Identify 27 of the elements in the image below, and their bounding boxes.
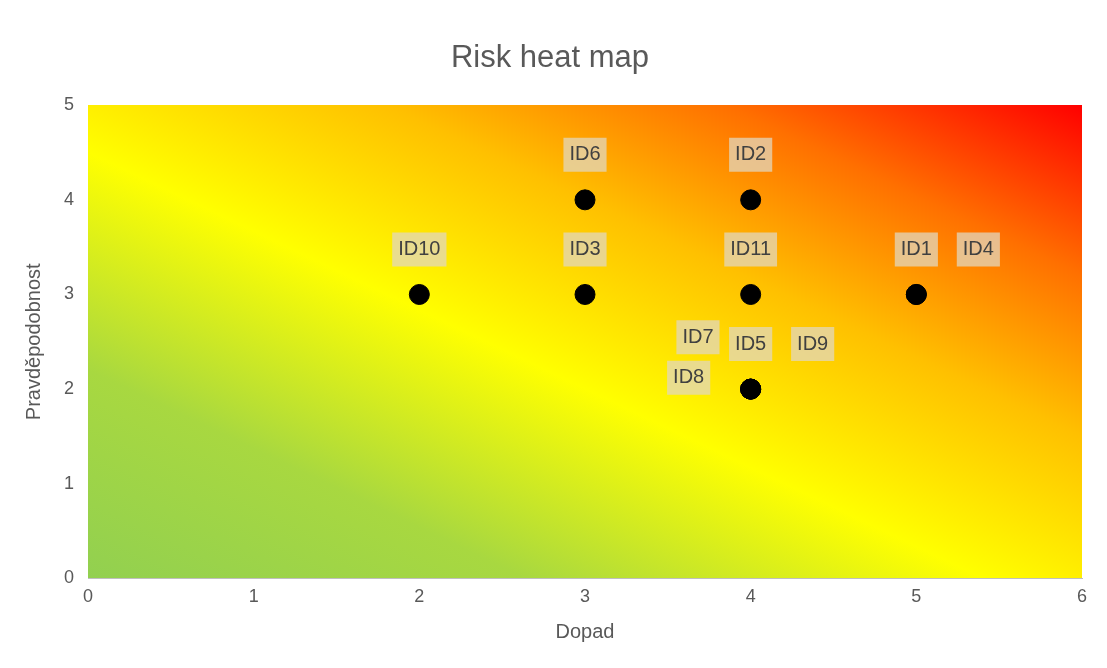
y-axis-title: Pravděpodobnost — [21, 262, 44, 421]
x-tick-label: 2 — [414, 586, 425, 607]
chart-title: Risk heat map — [450, 39, 650, 75]
y-tick-label: 1 — [64, 472, 75, 493]
annotation: ID7 — [682, 324, 714, 347]
annotation: ID10 — [398, 237, 441, 259]
annotation: ID4 — [962, 237, 994, 259]
x-tick-label: 6 — [1076, 586, 1088, 607]
annotation: ID6 — [569, 142, 601, 165]
annotation: ID5 — [735, 331, 767, 354]
x-axis-title: Dopad — [555, 619, 615, 642]
annotation: ID9 — [797, 331, 829, 354]
y-tick-label: 4 — [64, 188, 75, 209]
y-tick-label: 2 — [64, 378, 75, 399]
x-tick-label: 4 — [745, 586, 756, 607]
annotation: ID8 — [673, 365, 705, 388]
x-tick-label: 1 — [248, 586, 259, 607]
annotation: ID2 — [735, 142, 767, 165]
y-tick-label: 3 — [64, 283, 75, 304]
annotation: ID3 — [569, 237, 601, 259]
y-tick-label: 5 — [64, 94, 75, 115]
annotation: ID1 — [900, 237, 932, 259]
x-tick-label: 0 — [83, 586, 94, 607]
x-tick-label: 3 — [580, 586, 591, 607]
y-tick-label: 0 — [64, 567, 75, 588]
annotation: ID11 — [730, 237, 772, 259]
x-tick-label: 5 — [911, 586, 922, 607]
